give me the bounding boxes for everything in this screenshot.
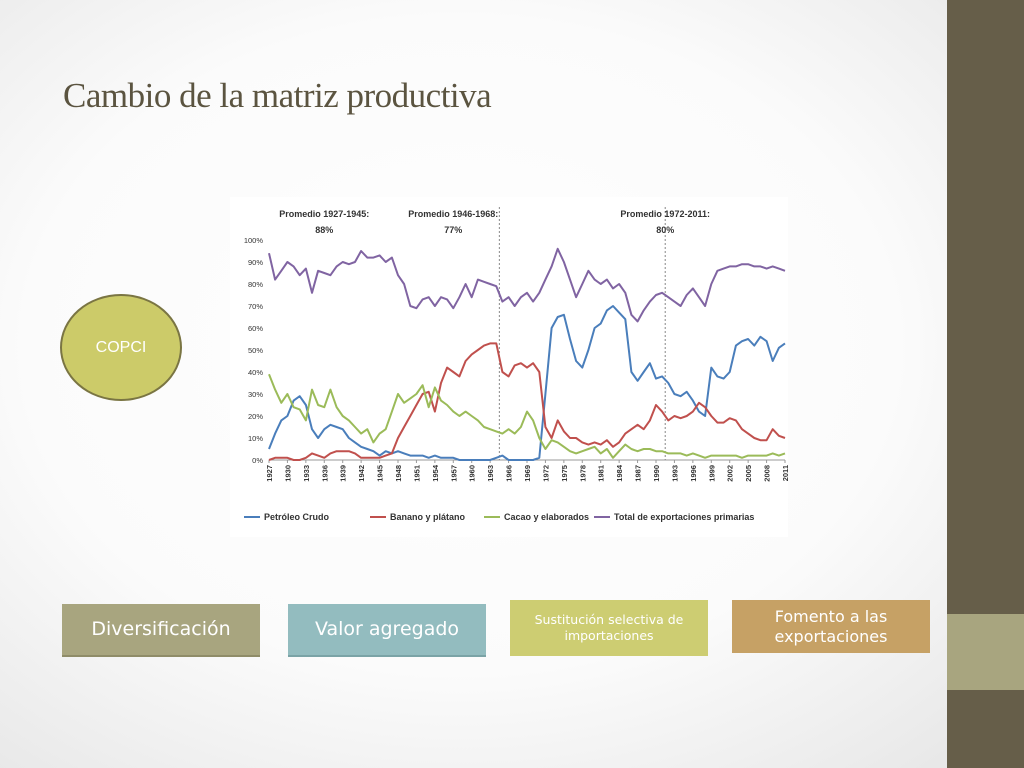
x-tick-label: 1969 (523, 465, 532, 482)
y-tick-label: 20% (248, 412, 263, 421)
x-tick-label: 1987 (634, 465, 643, 482)
x-tick-label: 2011 (781, 465, 788, 481)
x-tick-label: 1936 (320, 465, 329, 482)
x-tick-label: 1966 (505, 465, 514, 482)
period-average: 77% (444, 225, 462, 235)
legend-label: Cacao y elaborados (504, 512, 589, 522)
x-tick-label: 1978 (578, 465, 587, 482)
x-tick-label: 1996 (689, 465, 698, 482)
series-line-banano-y-pl-tano (268, 342, 786, 461)
x-tick-label: 1963 (486, 465, 495, 482)
y-tick-label: 50% (248, 346, 263, 355)
valor-agregado-button[interactable]: Valor agregado (288, 604, 486, 657)
line-chart: 0% 10% 20% 30% 40% 50% 60% 70% 80% 90% 100% 1927 193… (244, 207, 788, 522)
y-tick-label: 100% (244, 236, 264, 245)
y-tick-label: 30% (248, 390, 263, 399)
legend-label: Petróleo Crudo (264, 512, 330, 522)
series-line-petr-leo-crudo (268, 305, 786, 461)
slide-title: Cambio de la matriz productiva (63, 76, 492, 115)
x-tick-label: 1972 (541, 465, 550, 482)
sustitucion-importaciones-button[interactable]: Sustitución selectiva de importaciones (510, 600, 708, 656)
period-average: 80% (656, 225, 674, 235)
fomento-exportaciones-button[interactable]: Fomento a las exportaciones (732, 600, 930, 653)
x-tick-label: 1954 (431, 464, 440, 482)
x-tick-label: 1993 (670, 465, 679, 482)
period-label: Promedio 1927-1945: (279, 209, 369, 219)
export-share-chart: 0% 10% 20% 30% 40% 50% 60% 70% 80% 90% 100% 1927 193… (230, 197, 788, 537)
y-tick-label: 90% (248, 258, 263, 267)
y-tick-label: 70% (248, 302, 263, 311)
x-tick-label: 1957 (449, 465, 458, 482)
x-tick-label: 2002 (726, 465, 735, 482)
x-tick-label: 1939 (339, 465, 348, 482)
period-label: Promedio 1946-1968: (408, 209, 498, 219)
period-label: Promedio 1972-2011: (620, 209, 710, 219)
period-average: 88% (315, 225, 333, 235)
x-tick-label: 1975 (560, 465, 569, 482)
x-tick-label: 1930 (283, 465, 292, 482)
y-tick-label: 60% (248, 324, 263, 333)
x-tick-label: 1927 (265, 465, 274, 482)
y-tick-label: 80% (248, 280, 263, 289)
y-tick-label: 0% (252, 456, 263, 465)
x-tick-label: 2005 (744, 465, 753, 482)
x-tick-label: 1951 (412, 465, 421, 482)
series-line-total-de-exportaciones-primarias (268, 247, 786, 323)
x-tick-label: 1933 (302, 465, 311, 482)
sidebar-accent-block (947, 614, 1024, 690)
x-tick-label: 2008 (763, 465, 772, 482)
x-tick-label: 1984 (615, 464, 624, 482)
x-tick-label: 1945 (376, 465, 385, 482)
x-tick-label: 1948 (394, 465, 403, 482)
series-line-cacao-y-elaborados (268, 373, 786, 459)
x-tick-label: 1942 (357, 465, 366, 482)
y-tick-label: 10% (248, 434, 263, 443)
legend-label: Banano y plátano (390, 512, 466, 522)
x-tick-label: 1990 (652, 465, 661, 482)
x-tick-label: 1960 (468, 465, 477, 482)
copci-circle[interactable]: COPCI (60, 294, 182, 401)
x-tick-label: 1981 (597, 465, 606, 482)
x-tick-label: 1999 (707, 465, 716, 482)
legend-label: Total de exportaciones primarias (614, 512, 754, 522)
y-tick-label: 40% (248, 368, 263, 377)
diversificacion-button[interactable]: Diversificación (62, 604, 260, 657)
